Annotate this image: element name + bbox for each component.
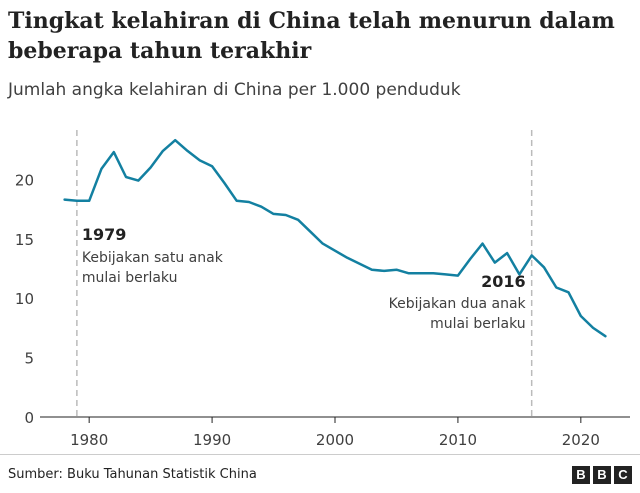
x-tick-label-1990: 1990 [193,431,231,449]
x-tick-label-2000: 2000 [316,431,354,449]
annotation-text-2016-line-1: Kebijakan dua anak [389,296,527,312]
y-tick-label-0: 0 [24,409,34,427]
x-tick-label-2020: 2020 [562,431,600,449]
y-tick-label-15: 15 [15,231,34,249]
footer-divider [0,454,640,455]
birth-rate-line [63,138,607,338]
y-tick-label-10: 10 [15,290,34,308]
y-tick-label-20: 20 [15,171,34,189]
chart-title: Tingkat kelahiran di China telah menurun… [8,8,615,64]
bbc-logo-letter-c: C [614,466,632,484]
y-tick-label-5: 5 [24,350,34,368]
line-chart: 0 5 10 15 20 1980 1990 2000 2010 2020 1979 Kebijaka… [15,130,630,449]
x-tick-label-1980: 1980 [70,431,108,449]
annotation-text-1979-line-1: Kebijakan satu anak [82,250,224,266]
source-note: Sumber: Buku Tahunan Statistik China [8,467,257,482]
bbc-logo-letter-b2: B [593,466,611,484]
annotation-year-1979: 1979 [82,225,127,244]
chart-subtitle: Jumlah angka kelahiran di China per 1.00… [8,80,461,100]
annotation-text-2016-line-2: mulai berlaku [430,316,526,332]
bbc-logo: B B C [572,466,632,484]
x-tick-label-2010: 2010 [439,431,477,449]
annotation-text-1979-line-2: mulai berlaku [82,270,178,286]
annotation-year-2016: 2016 [481,272,526,291]
bbc-logo-letter-b1: B [572,466,590,484]
